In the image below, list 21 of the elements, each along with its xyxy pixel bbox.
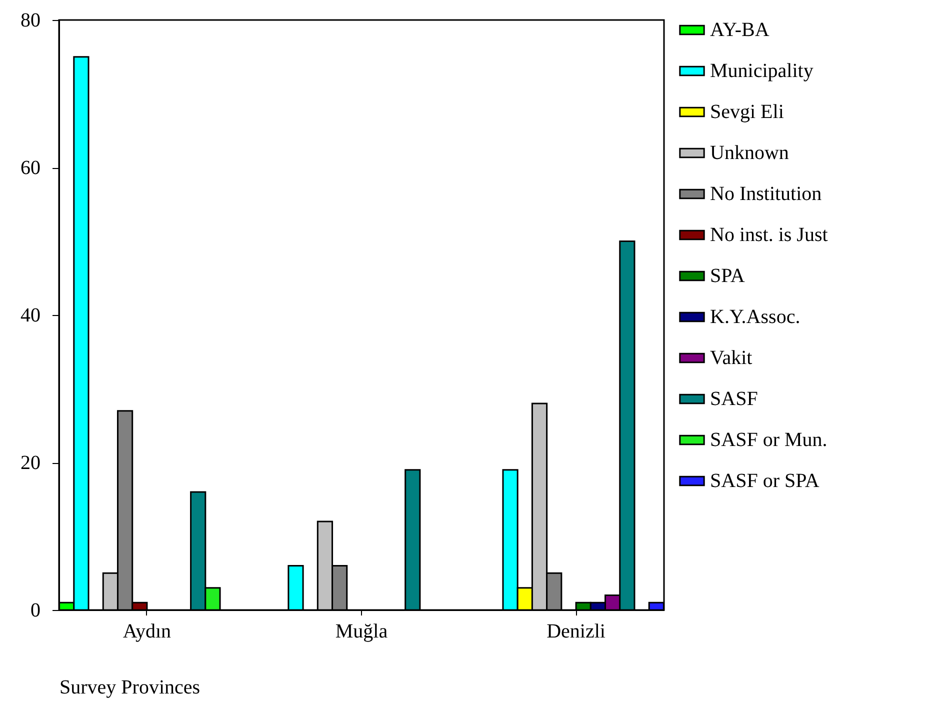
legend-label: AY-BA	[710, 19, 770, 41]
x-axis-title: Survey Provinces	[60, 676, 200, 698]
x-tick-label: Muğla	[335, 620, 388, 642]
y-tick-label: 0	[30, 600, 40, 622]
legend-label: K.Y.Assoc.	[710, 306, 800, 328]
legend-label: Unknown	[710, 142, 789, 164]
legend-label: No inst. is Just	[710, 224, 828, 246]
legend-label: Municipality	[710, 60, 814, 82]
y-tick-label: 20	[20, 452, 40, 474]
legend-label: Vakit	[710, 347, 753, 369]
y-tick-label: 80	[20, 10, 40, 32]
x-tick-label: Denizli	[546, 620, 606, 642]
y-tick-label: 40	[20, 304, 40, 326]
legend-label: SASF or Mun.	[710, 429, 828, 451]
legend-label: SASF or SPA	[710, 470, 820, 492]
legend-label: Sevgi Eli	[710, 101, 784, 123]
y-tick-label: 60	[20, 157, 40, 179]
legend-label: SPA	[710, 265, 746, 287]
x-tick-label: Aydın	[122, 620, 172, 642]
legend-label: No Institution	[710, 183, 822, 205]
legend-label: SASF	[710, 388, 758, 410]
